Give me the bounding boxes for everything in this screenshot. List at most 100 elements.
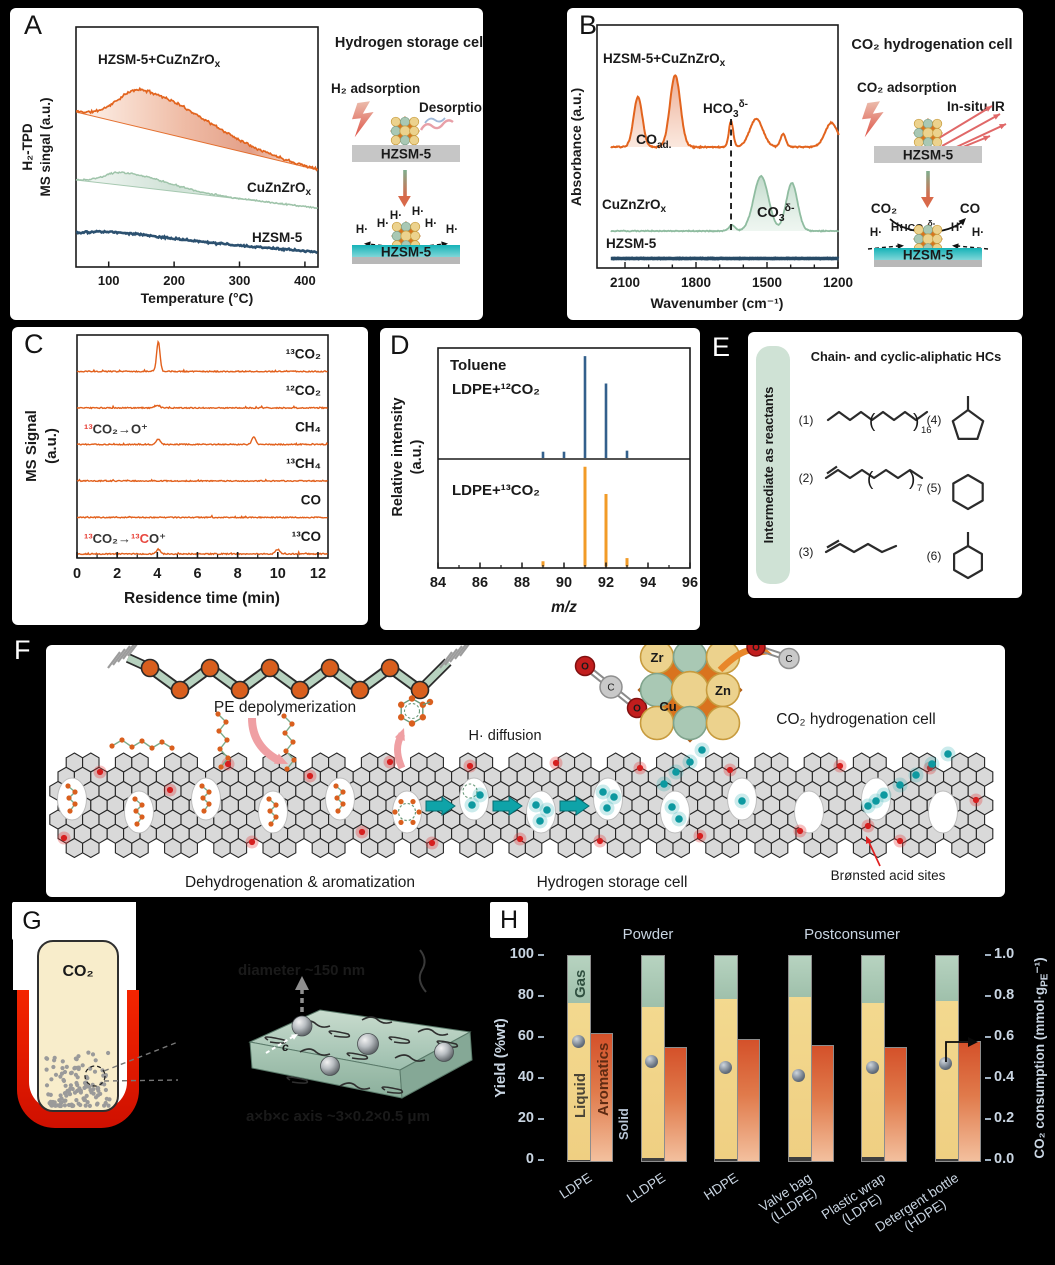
item-number: (1) (799, 413, 814, 427)
hydrogen-storage-schematic: Hydrogen storage cell H₂ adsorption Desorp… (331, 35, 483, 264)
tpd-plot: 100 200 300 400 Temperature (°C) H₂-TPD MS sin… (20, 26, 319, 306)
zeolite-crystal-slab: c (248, 1009, 473, 1099)
liquid-segment (641, 1007, 664, 1158)
depolymerization-arrow (248, 717, 288, 765)
category-label: LLDPE (623, 1170, 668, 1206)
svg-text:HZSM-5: HZSM-5 (381, 245, 432, 260)
stacked-yield-bar (934, 955, 959, 1162)
y-tick-label: 80 (517, 987, 534, 1003)
stacked-yield-bar (714, 955, 738, 1162)
ir-plot-and-hydrogenation-schematic: 2100 1800 1500 1200 Wavenumber (cm⁻¹) Absorba… (568, 24, 1013, 311)
svg-text:(: ( (867, 469, 874, 490)
svg-text:): ) (909, 469, 915, 490)
h-radical-label: H· (870, 227, 882, 239)
svg-text:HZSM-5: HZSM-5 (381, 147, 432, 162)
y-axis-label: MS Signal (23, 410, 40, 482)
reactor-illustration: CO₂ c diameter ~150 nm a×b×c axis ~3×0.2×0.… (13, 902, 473, 1128)
panel-letter-c: C (24, 329, 44, 359)
y2-tick-label: 0.4 (994, 1069, 1015, 1085)
y-axis-label: Yield (%wt) (492, 1018, 509, 1098)
solid-segment (935, 1158, 958, 1161)
ms-traces-plot: ¹³CO₂ ¹²CO₂ CH₄ ¹³CO₂→O⁺ ¹³CH₄ CO ¹³CO ¹³CO₂→¹³… (23, 334, 329, 607)
aromatics-bar (590, 1032, 613, 1162)
curve-label: HZSM-5+CuZnZrOx (98, 52, 221, 70)
y-axis-label: (a.u.) (409, 440, 425, 475)
cuznzrox-particle (320, 1056, 340, 1076)
aromatics-bar (737, 1039, 760, 1162)
category-label: Valve bag (LLDPE) (756, 1170, 820, 1226)
cuznzrox-particle (434, 1042, 454, 1062)
item-number: (2) (799, 471, 814, 485)
repeat-subscript: 7 (917, 483, 922, 494)
h-diffusion-dots (656, 742, 956, 814)
stacked-yield-bar (787, 955, 812, 1162)
y-tick-label: 0 (525, 1151, 534, 1167)
legend-gas: Gas (572, 969, 589, 998)
x-tick-label: 200 (163, 273, 185, 288)
solid-segment (715, 1158, 737, 1161)
fragment-annotation: ¹³CO₂→¹³CO⁺ (84, 531, 166, 546)
panel-a-h2-tpd: 100 200 300 400 Temperature (°C) H₂-TPD MS sin… (10, 8, 483, 320)
co2-consumption-marker (939, 1057, 952, 1071)
svg-text:): ) (913, 411, 919, 432)
y2-tick-label: 0.0 (994, 1151, 1015, 1167)
y2-tick-label: 0.8 (994, 987, 1015, 1003)
y-axis-label: Absorbance (a.u.) (568, 88, 584, 206)
y2-tick-label: 0.2 (994, 1110, 1015, 1126)
panel-h-yield-chart: 0 20 40 60 80 100 0.0 0.2 0.4 0.6 0.8 1.0 Powder Post… (488, 898, 1055, 1265)
svg-text:C: C (607, 683, 614, 694)
y2-tick-mark (985, 1159, 991, 1161)
y2-tick-mark (985, 1036, 991, 1038)
x-tick-label: 2 (113, 566, 121, 582)
panel-c-ms-traces: ¹³CO₂ ¹²CO₂ CH₄ ¹³CO₂→O⁺ ¹³CH₄ CO ¹³CO ¹³CO₂→¹³… (12, 327, 368, 625)
h-radical-label: H· (425, 218, 437, 230)
item-number: (3) (799, 545, 814, 559)
panel-d-mass-spectra: 84 86 88 90 92 94 96 m/z Relative intensity (a.u.… (380, 328, 700, 630)
co-ad-label: COad. (636, 131, 672, 151)
hydrogen-storage-label: Hydrogen storage cell (537, 874, 688, 891)
h-radical-label: H· (446, 224, 458, 236)
gas-segment (641, 956, 664, 1008)
x-tick-label: 96 (682, 575, 698, 591)
ms-trace-1 (76, 339, 328, 373)
x-tick-label: 300 (229, 273, 251, 288)
pe-depolymerization-label: PE depolymerization (214, 699, 356, 716)
y-tick-mark (538, 1159, 544, 1161)
x-tick-label: 90 (556, 575, 572, 591)
hco3-label: HCO3δ- (703, 99, 748, 120)
svg-text:Zn: Zn (715, 683, 731, 698)
legend-solid: Solid (616, 1108, 631, 1140)
h-transport-arrows (425, 796, 590, 816)
y2-label-pre: CO₂ consumption (mmol·g (1032, 986, 1047, 1159)
repeat-subscript: 16 (921, 425, 932, 436)
c-axis-label: c (282, 1040, 289, 1054)
item-number: (5) (927, 481, 942, 495)
y-tick-mark (538, 995, 544, 997)
panel-g-reactor: CO₂ c diameter ~150 nm a×b×c axis ~3×0.2×0.… (0, 898, 490, 1265)
aromatic-escape-arrow (394, 728, 406, 770)
svg-text:Zr: Zr (651, 650, 664, 665)
crystal-axes-label: a×b×c axis ~3×0.2×0.5 μm (246, 1108, 430, 1125)
y-tick-label: 40 (517, 1069, 534, 1085)
ms-signal-plot: ¹³CO₂ ¹²CO₂ CH₄ ¹³CO₂→O⁺ ¹³CH₄ CO ¹³CO ¹³CO₂→¹³… (23, 334, 329, 607)
co-molecule-icon: OC (746, 645, 800, 670)
co2-hydrogenation-cell-label: CO₂ hydrogenation cell (776, 711, 935, 728)
aromatics-bar (810, 1045, 834, 1162)
hzsm5-support-bar: HZSM-5 (352, 245, 460, 264)
y-tick-label: 20 (517, 1110, 534, 1126)
group-title-powder: Powder (622, 926, 674, 943)
x-tick-label: 100 (98, 273, 120, 288)
support-bar (874, 146, 982, 163)
trace-label: CH₄ (295, 420, 321, 435)
y-tick-label: 100 (509, 946, 534, 962)
y-axis-label: H₂-TPD (20, 123, 35, 170)
curve-label: HZSM-5 (606, 236, 657, 251)
y-axis-label: MS singal (a.u.) (38, 97, 53, 196)
x-axis-label: Temperature (°C) (141, 290, 254, 306)
x-tick-label: 1800 (681, 275, 711, 290)
side-pill-label: Intermediate as reactants (761, 387, 776, 544)
co2-molecule-icon: O C O (574, 655, 648, 719)
solid-segment (568, 1159, 590, 1161)
